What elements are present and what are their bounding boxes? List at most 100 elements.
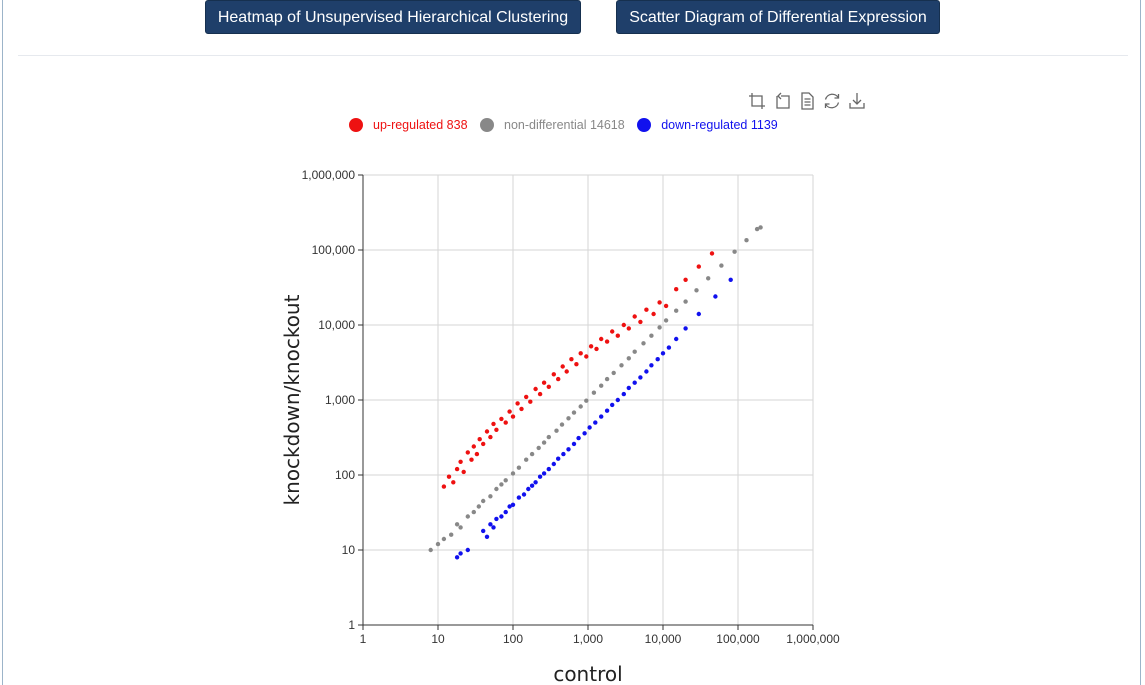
- data-point: [644, 307, 649, 312]
- data-point: [441, 536, 447, 542]
- data-point: [454, 522, 460, 527]
- data-point: [428, 547, 433, 553]
- data-point: [551, 461, 556, 467]
- data-point: [683, 326, 688, 331]
- data-view-icon[interactable]: [797, 91, 817, 111]
- data-point: [571, 441, 577, 447]
- axes: 1 10 100 1,000 10,000 100,000 1,000,000 1 10 100 1…: [302, 168, 840, 646]
- data-point: [674, 287, 679, 292]
- data-point: [744, 238, 749, 243]
- data-point: [516, 465, 522, 470]
- legend-item-down-regulated[interactable]: down-regulated 1139: [637, 118, 778, 132]
- data-point: [537, 391, 543, 397]
- data-point: [559, 422, 565, 427]
- data-point: [524, 394, 529, 400]
- data-point: [510, 471, 516, 476]
- series-2: [454, 277, 733, 560]
- data-point: [564, 369, 569, 374]
- data-point: [576, 435, 581, 441]
- data-point: [566, 447, 571, 452]
- data-point: [458, 459, 463, 464]
- data-point: [435, 541, 441, 547]
- y-tick-label: 1,000,000: [302, 168, 356, 182]
- data-point: [488, 434, 493, 440]
- data-point: [556, 376, 561, 382]
- data-point: [481, 441, 486, 447]
- data-point: [556, 456, 561, 461]
- data-point: [446, 474, 452, 479]
- y-tick-label: 1,000: [325, 393, 355, 407]
- data-point: [465, 514, 470, 519]
- data-point: [638, 375, 643, 380]
- data-point: [488, 522, 493, 527]
- restore-icon[interactable]: [822, 91, 842, 111]
- data-point: [524, 457, 529, 462]
- data-point: [604, 376, 610, 382]
- y-tick-label: 100: [335, 468, 355, 482]
- data-point: [566, 416, 571, 421]
- data-point: [533, 386, 538, 392]
- data-point: [533, 480, 538, 485]
- points: [428, 225, 763, 560]
- data-point: [465, 547, 470, 553]
- data-point: [615, 333, 620, 338]
- data-point: [574, 362, 579, 367]
- data-point: [694, 288, 699, 293]
- data-point: [476, 504, 481, 509]
- data-point: [541, 440, 547, 445]
- legend-label: up-regulated 838: [373, 118, 468, 132]
- legend-marker: [637, 118, 652, 132]
- data-point: [578, 404, 583, 409]
- data-point: [537, 474, 543, 479]
- data-point: [484, 429, 490, 434]
- data-point: [451, 480, 456, 485]
- data-point: [696, 264, 701, 269]
- data-point: [481, 498, 486, 504]
- data-point: [660, 351, 666, 356]
- data-point: [454, 555, 460, 560]
- data-point: [621, 391, 626, 397]
- data-point: [458, 551, 463, 556]
- data-point: [644, 369, 649, 374]
- data-point: [604, 339, 610, 344]
- data-point: [657, 325, 662, 330]
- data-point: [515, 401, 520, 406]
- data-point: [561, 451, 566, 457]
- legend-item-non-differential[interactable]: non-differential 14618: [480, 118, 625, 132]
- data-point: [719, 263, 724, 268]
- data-point: [593, 420, 598, 425]
- data-point: [641, 341, 646, 346]
- data-point: [599, 336, 604, 342]
- data-point: [632, 314, 637, 319]
- data-point: [507, 409, 512, 414]
- data-point: [713, 294, 718, 299]
- data-point: [465, 450, 470, 455]
- data-point: [541, 380, 547, 385]
- data-point: [519, 406, 524, 412]
- zoom-icon[interactable]: [747, 91, 767, 111]
- y-axis-title: knockdown/knockout: [280, 294, 304, 505]
- x-tick-label: 100: [503, 632, 523, 646]
- heatmap-button[interactable]: Heatmap of Unsupervised Hierarchical Clu…: [205, 0, 581, 34]
- data-point: [706, 276, 711, 281]
- data-point: [569, 357, 574, 362]
- data-point: [516, 495, 522, 500]
- zoom-reset-icon[interactable]: [772, 91, 792, 111]
- data-point: [484, 534, 490, 539]
- save-image-icon[interactable]: [847, 91, 867, 111]
- y-tick-label: 10,000: [318, 318, 355, 332]
- data-point: [683, 277, 688, 282]
- data-point: [584, 354, 589, 359]
- data-point: [626, 385, 631, 391]
- scatter-button[interactable]: Scatter Diagram of Differential Expressi…: [616, 0, 940, 34]
- data-point: [528, 399, 533, 404]
- data-point: [619, 363, 624, 368]
- data-point: [599, 414, 604, 419]
- legend-item-up-regulated[interactable]: up-regulated 838: [349, 118, 468, 132]
- data-point: [584, 398, 589, 403]
- legend-marker: [480, 118, 495, 132]
- data-point: [732, 249, 737, 254]
- series-1: [428, 225, 763, 553]
